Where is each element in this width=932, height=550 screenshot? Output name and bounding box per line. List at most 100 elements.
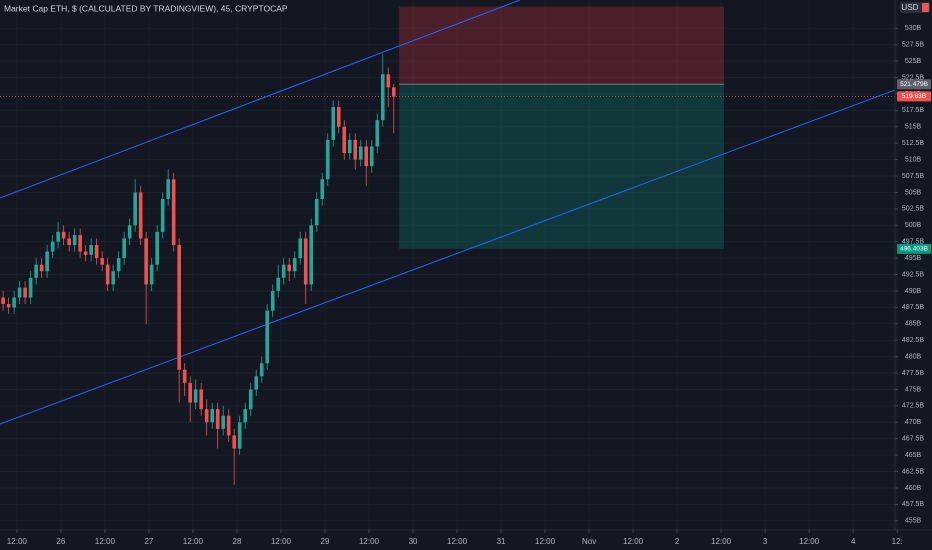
candle-body xyxy=(45,251,49,272)
candle-body xyxy=(138,192,143,239)
candle-body xyxy=(199,389,203,410)
x-tick-label: 12:00 xyxy=(95,537,116,546)
x-tick-label: 30 xyxy=(409,537,418,546)
price-tag-label: 496.403B xyxy=(900,246,928,253)
candle-body xyxy=(281,264,286,278)
x-tick-label: 12:00 xyxy=(535,537,556,546)
y-tick-label: 512.5B xyxy=(902,140,925,147)
price-tag xyxy=(897,91,931,102)
chart-title: Market Cap ETH, $ (CALCULATED BY TRADING… xyxy=(4,3,288,13)
y-tick-label: 507.5B xyxy=(902,173,925,180)
y-tick-label: 485B xyxy=(905,321,922,328)
candle-body xyxy=(89,244,93,255)
candle-body xyxy=(248,389,253,410)
candle-body xyxy=(171,179,176,245)
candle-body xyxy=(292,258,297,272)
y-tick-label: 462.5B xyxy=(902,468,925,475)
candle-body xyxy=(100,258,104,265)
candle-body xyxy=(193,389,198,403)
candle-body xyxy=(386,74,391,88)
x-tick-label: Nov xyxy=(582,537,596,546)
x-tick-label: 3 xyxy=(763,537,768,546)
x-tick-label: 12:00 xyxy=(447,537,468,546)
candle-body xyxy=(254,376,259,390)
y-tick-label: 500B xyxy=(905,222,922,229)
candle-body xyxy=(221,415,225,429)
candle-body xyxy=(347,139,352,154)
candle-body xyxy=(34,264,38,278)
y-tick-label: 480B xyxy=(905,353,922,360)
x-tick-label: 12:00 xyxy=(271,537,292,546)
candle-body xyxy=(39,264,44,272)
price-tag-label: 521.479B xyxy=(900,81,928,88)
x-tick-label: 12:00 xyxy=(799,537,820,546)
candle-body xyxy=(78,235,82,252)
y-tick-label: 490B xyxy=(905,288,922,295)
y-tick-label: 492.5B xyxy=(902,271,925,278)
candle-body xyxy=(72,235,77,245)
candle-body xyxy=(265,310,270,364)
y-tick-label: 470B xyxy=(905,419,922,426)
candle-body xyxy=(67,238,71,245)
x-tick-label: 12:00 xyxy=(359,537,380,546)
candle-body xyxy=(215,409,220,429)
x-tick-label: 27 xyxy=(144,537,153,546)
x-tick-label: 26 xyxy=(56,537,65,546)
channel-upper xyxy=(0,0,521,199)
candle-body xyxy=(309,225,314,285)
candle-body xyxy=(364,146,369,167)
candle-body xyxy=(342,126,347,154)
candle-body xyxy=(287,264,292,272)
candle-body xyxy=(204,409,209,423)
candle-body xyxy=(149,264,154,285)
x-tick-label: 31 xyxy=(497,537,506,546)
candle-body xyxy=(105,264,110,285)
y-tick-label: 455B xyxy=(905,518,922,525)
candle-body xyxy=(314,198,319,226)
y-tick-label: 467.5B xyxy=(902,436,925,443)
candle-body xyxy=(61,231,66,239)
candle-body xyxy=(298,238,303,259)
currency-flag xyxy=(922,3,929,12)
candle-body xyxy=(166,179,170,199)
candle-body xyxy=(177,244,181,370)
y-tick-label: 497.5B xyxy=(902,239,925,246)
candle-body xyxy=(210,409,214,423)
y-tick-label: 482.5B xyxy=(902,337,925,344)
target-zone xyxy=(399,84,725,249)
candle-body xyxy=(160,198,165,232)
candle-body xyxy=(94,244,99,259)
y-tick-label: 502.5B xyxy=(902,206,925,213)
x-tick-label: 2 xyxy=(675,537,680,546)
stop-zone xyxy=(399,6,725,85)
channel-lower xyxy=(0,89,896,425)
currency-label[interactable]: USD xyxy=(902,3,919,12)
candle-body xyxy=(1,297,5,305)
x-tick-label: 29 xyxy=(321,537,330,546)
x-tick-label: 12:00 xyxy=(183,537,204,546)
candle-body xyxy=(28,277,33,298)
candle-body xyxy=(353,139,358,160)
y-tick-label: 522.5B xyxy=(902,74,925,81)
y-tick-label: 530B xyxy=(905,25,922,32)
x-tick-label: 12:00 xyxy=(711,537,732,546)
candle-body xyxy=(331,107,336,140)
candle-body xyxy=(155,231,159,265)
price-tag xyxy=(897,79,931,90)
y-tick-label: 477.5B xyxy=(902,370,925,377)
y-tick-label: 460B xyxy=(905,485,922,492)
candle-body xyxy=(182,369,187,383)
candle-body xyxy=(226,415,231,436)
y-tick-label: 465B xyxy=(905,452,922,459)
candle-body xyxy=(237,422,242,449)
candles xyxy=(1,54,396,485)
candle-body xyxy=(83,251,88,255)
candle-body xyxy=(270,290,275,311)
candle-body xyxy=(391,87,396,97)
y-tick-label: 487.5B xyxy=(902,304,925,311)
candle-body xyxy=(325,139,330,180)
x-tick-label: 12:00 xyxy=(623,537,644,546)
candle-body xyxy=(127,225,132,239)
